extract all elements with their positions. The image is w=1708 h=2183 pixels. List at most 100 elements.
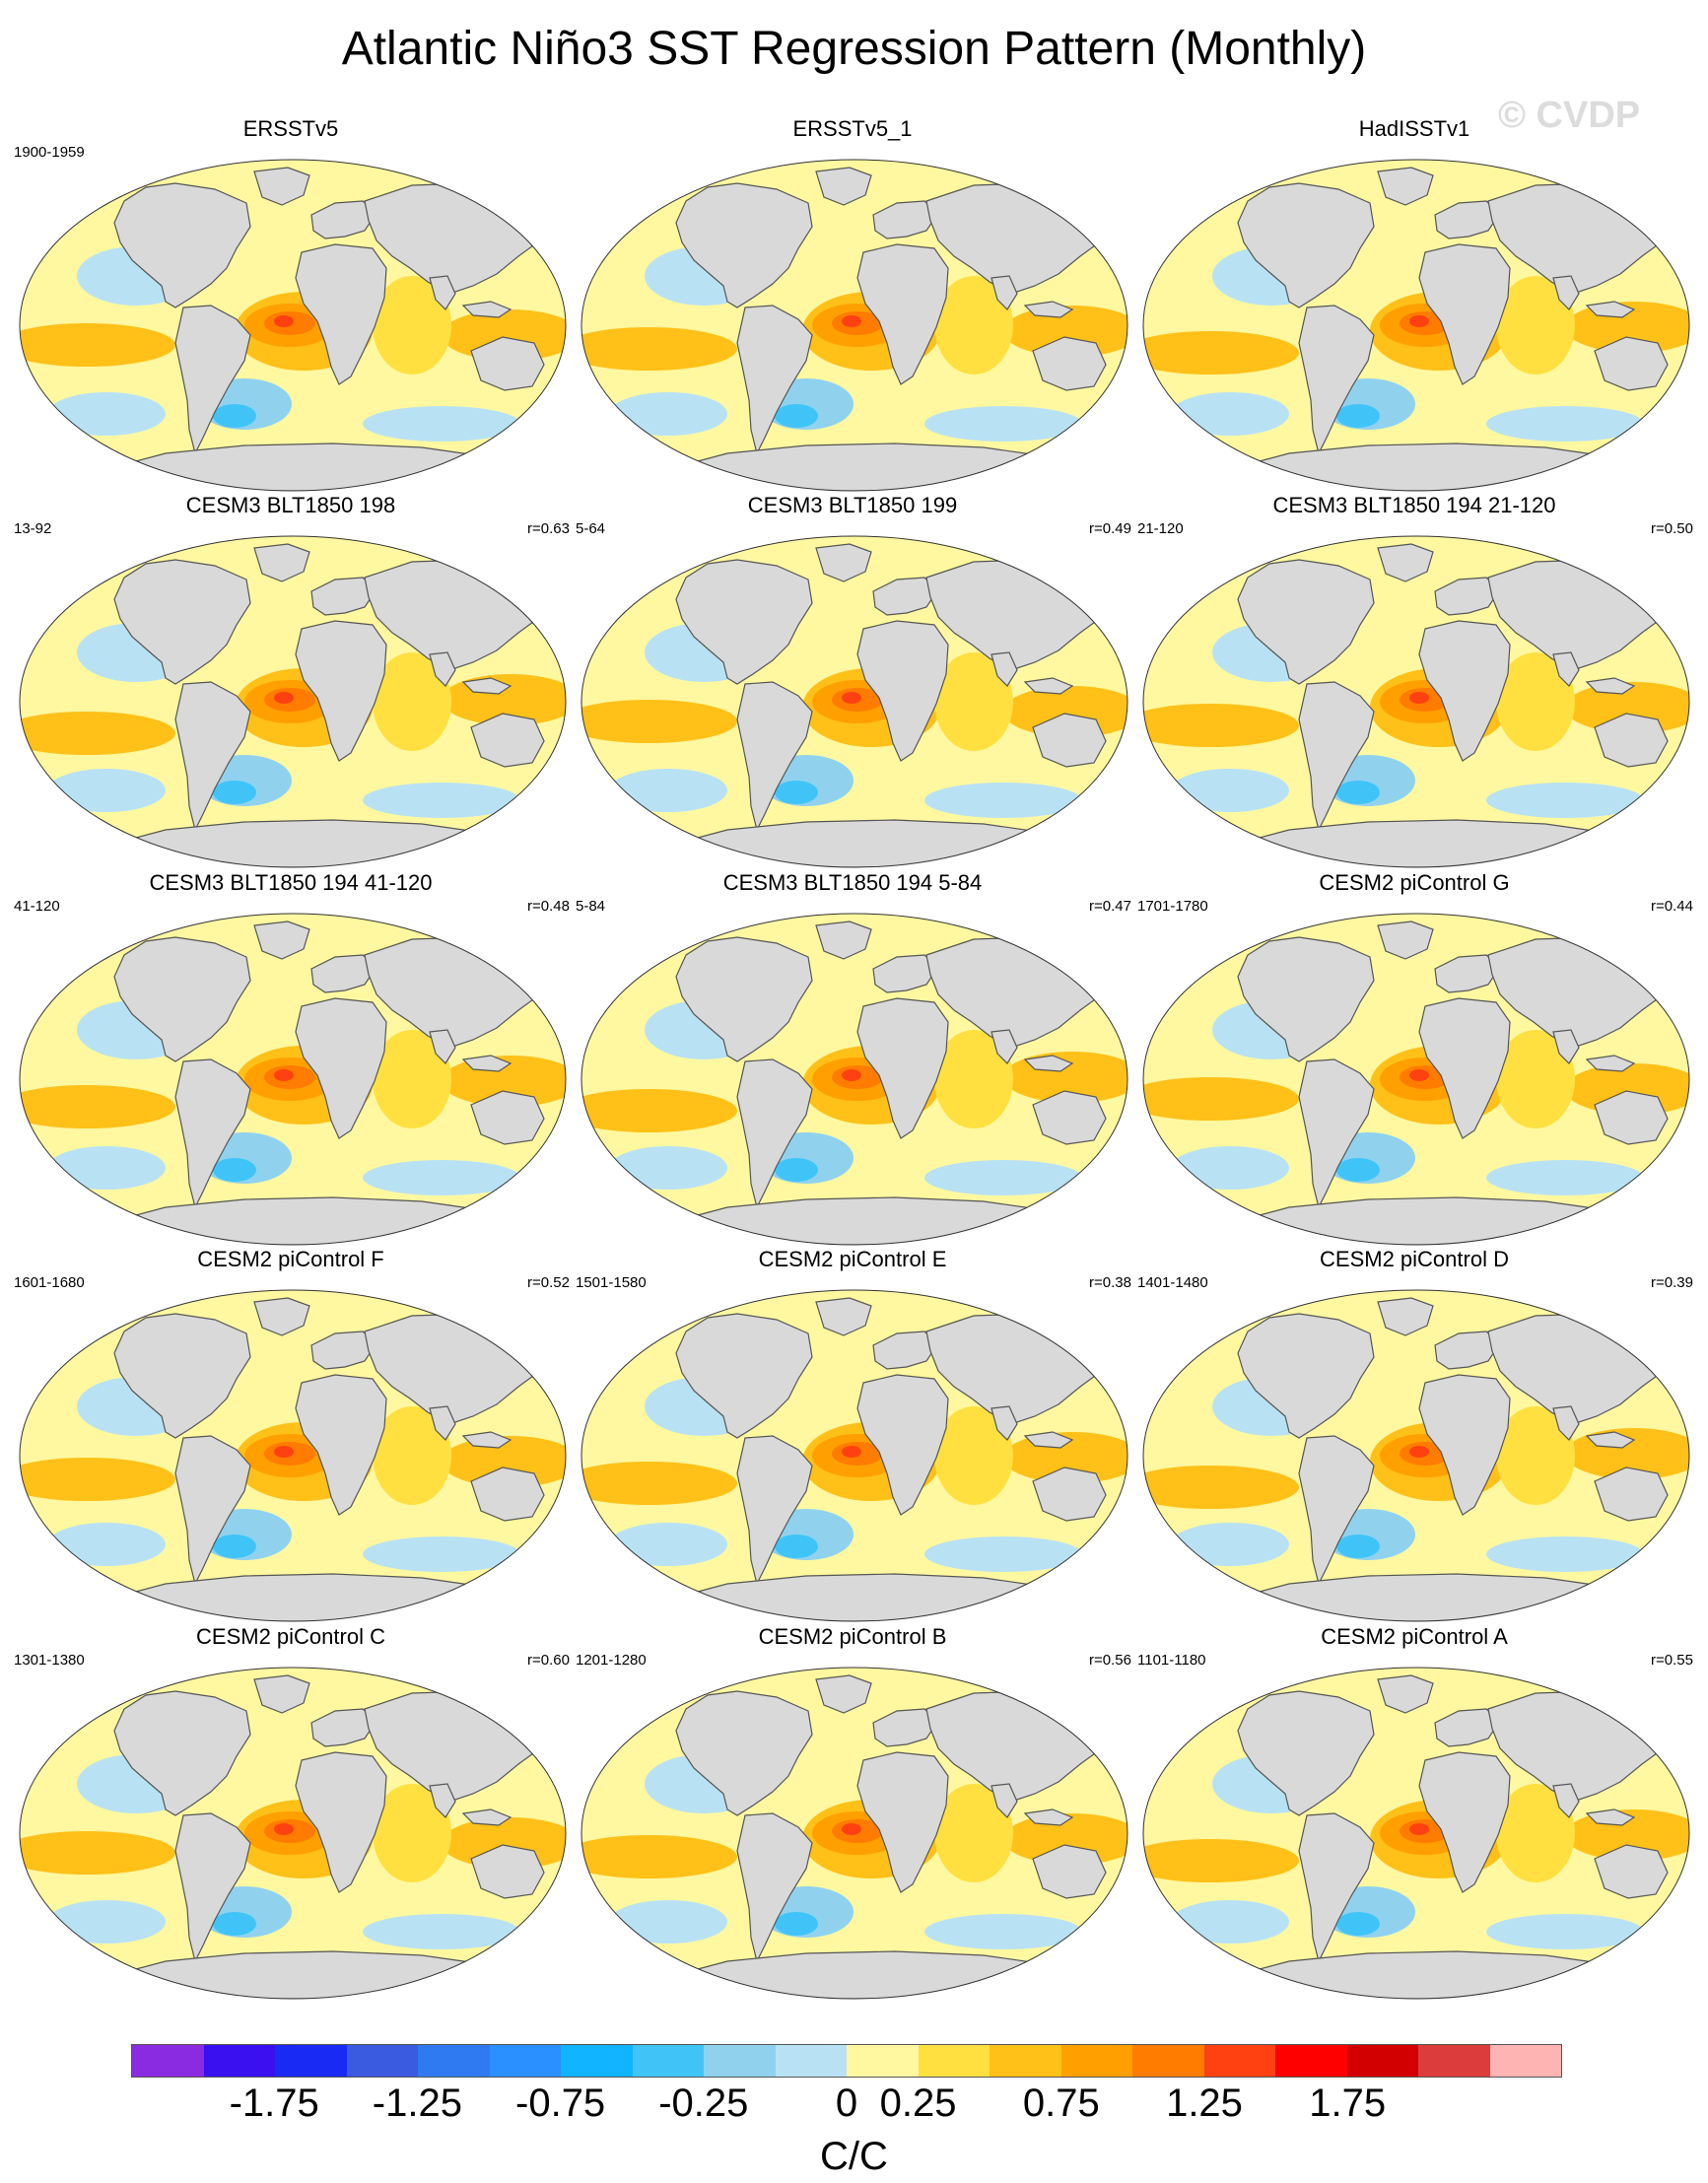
landmass-indonesia <box>1023 1055 1074 1072</box>
landmass-africa <box>856 997 949 1139</box>
landmass-north-america <box>113 559 251 685</box>
landmass-greenland <box>253 167 310 206</box>
landmass-australia <box>470 336 545 391</box>
landmass-india <box>991 1783 1018 1818</box>
anomaly-contour <box>1003 686 1127 737</box>
anomaly-contour <box>1336 781 1380 804</box>
map-panel: CESM2 piControl G 1701-1780 r=0.44 <box>1135 870 1693 1250</box>
landmass-india <box>1552 651 1580 687</box>
panel-period: 1201-1280 <box>576 1652 647 1669</box>
landmass-north-america <box>675 182 813 308</box>
landmass-australia <box>1594 1844 1669 1899</box>
landmass-africa <box>295 997 387 1139</box>
panel-title: CESM2 piControl D <box>1320 1247 1509 1271</box>
regression-map <box>581 159 1128 492</box>
anomaly-contour <box>581 1835 737 1878</box>
map-panel: CESM2 piControl A 1101-1180 r=0.55 <box>1135 1624 1693 2004</box>
globe-outline <box>19 159 567 492</box>
colorbar-swatch <box>704 2045 776 2077</box>
colorbar-swatch <box>275 2045 347 2077</box>
landmass-australia <box>470 1844 545 1899</box>
landmass-greenland <box>1377 1674 1434 1714</box>
anomaly-contour <box>1409 315 1429 327</box>
panel-period: 1101-1180 <box>1137 1652 1206 1669</box>
regression-map <box>19 913 567 1246</box>
landmass-australia <box>1032 1467 1107 1522</box>
anomaly-contour <box>1336 1912 1380 1936</box>
landmass-europe <box>872 954 939 993</box>
landmass-indonesia <box>1023 677 1074 695</box>
landmass-greenland <box>815 921 872 960</box>
landmass-australia <box>1032 1090 1107 1145</box>
anomaly-contour <box>609 1146 727 1190</box>
anomaly-contour <box>609 769 727 812</box>
landmass-indonesia <box>1585 1808 1636 1826</box>
regression-map <box>1142 913 1690 1246</box>
landmass-europe <box>310 1708 377 1747</box>
landmass-india <box>1552 1783 1580 1818</box>
anomaly-contour <box>1496 1030 1575 1128</box>
panel-period: 1301-1380 <box>14 1652 85 1669</box>
landmass-africa <box>295 1374 387 1516</box>
anomaly-contour <box>1565 1063 1689 1115</box>
panel-period: 21-120 <box>1137 520 1184 537</box>
landmass-indonesia <box>461 301 512 318</box>
anomaly-contour <box>274 315 294 327</box>
anomaly-contour <box>1171 392 1289 436</box>
regression-map <box>581 535 1128 868</box>
map-panel: HadISSTv1 <box>1135 116 1693 496</box>
colorbar-swatch <box>847 2045 919 2077</box>
landmass-australia <box>470 713 545 768</box>
colorbar-swatch <box>489 2045 561 2077</box>
landmass-south-america <box>174 1812 251 1963</box>
landmass-indonesia <box>1585 301 1636 318</box>
colorbar-swatch <box>1203 2045 1275 2077</box>
landmass-north-america <box>1237 936 1375 1062</box>
regression-map <box>19 535 567 868</box>
anomaly-contour <box>47 769 166 812</box>
anomaly-contour <box>842 1446 861 1458</box>
colorbar-tick-label: 1.25 <box>1166 2081 1243 2125</box>
globe-outline <box>19 913 567 1246</box>
landmass-australia <box>470 1090 545 1145</box>
anomaly-contour <box>1171 1146 1289 1190</box>
anomaly-contour <box>47 1146 166 1190</box>
landmass-south-america <box>1298 1435 1375 1586</box>
panel-period: 13-92 <box>14 520 52 537</box>
landmass-greenland <box>1377 1297 1434 1336</box>
panel-title: CESM2 piControl E <box>758 1247 947 1271</box>
panel-correlation: r=0.55 <box>1651 1652 1693 1669</box>
landmass-north-america <box>1237 1313 1375 1439</box>
anomaly-contour <box>842 315 861 327</box>
anomaly-contour <box>1336 404 1380 428</box>
anomaly-contour <box>1143 1466 1299 1509</box>
anomaly-contour <box>775 404 818 428</box>
panel-correlation: r=0.49 <box>1089 520 1131 537</box>
globe-outline <box>19 1289 567 1622</box>
globe-outline <box>581 1667 1128 2000</box>
anomaly-contour <box>609 1523 727 1566</box>
landmass-south-america <box>736 681 813 832</box>
anomaly-contour <box>213 1535 256 1558</box>
panel-title: ERSSTv5 <box>242 116 339 141</box>
map-panel: CESM3 BLT1850 198 13-92 r=0.63 <box>12 493 570 872</box>
panel-title: CESM2 piControl G <box>1319 870 1510 895</box>
landmass-europe <box>310 200 377 239</box>
anomaly-contour <box>1409 1823 1429 1835</box>
colorbar-tick-label: -0.75 <box>515 2081 606 2125</box>
anomaly-contour <box>373 1406 451 1505</box>
anomaly-contour <box>373 1030 451 1128</box>
anomaly-contour <box>1143 704 1299 747</box>
anomaly-contour <box>363 1914 520 1949</box>
anomaly-contour <box>213 781 256 804</box>
panel-correlation: r=0.60 <box>527 1652 570 1669</box>
anomaly-contour <box>1171 769 1289 812</box>
anomaly-contour <box>934 1784 1013 1882</box>
anomaly-contour <box>609 392 727 436</box>
anomaly-contour <box>924 1160 1082 1195</box>
regression-map <box>19 1667 567 2000</box>
panel-title: CESM3 BLT1850 194 41-120 <box>149 870 433 895</box>
panel-title: CESM2 piControl C <box>196 1624 385 1649</box>
figure-title: Atlantic Niño3 SST Regression Pattern (M… <box>341 23 1367 75</box>
colorbar-swatch <box>203 2045 275 2077</box>
